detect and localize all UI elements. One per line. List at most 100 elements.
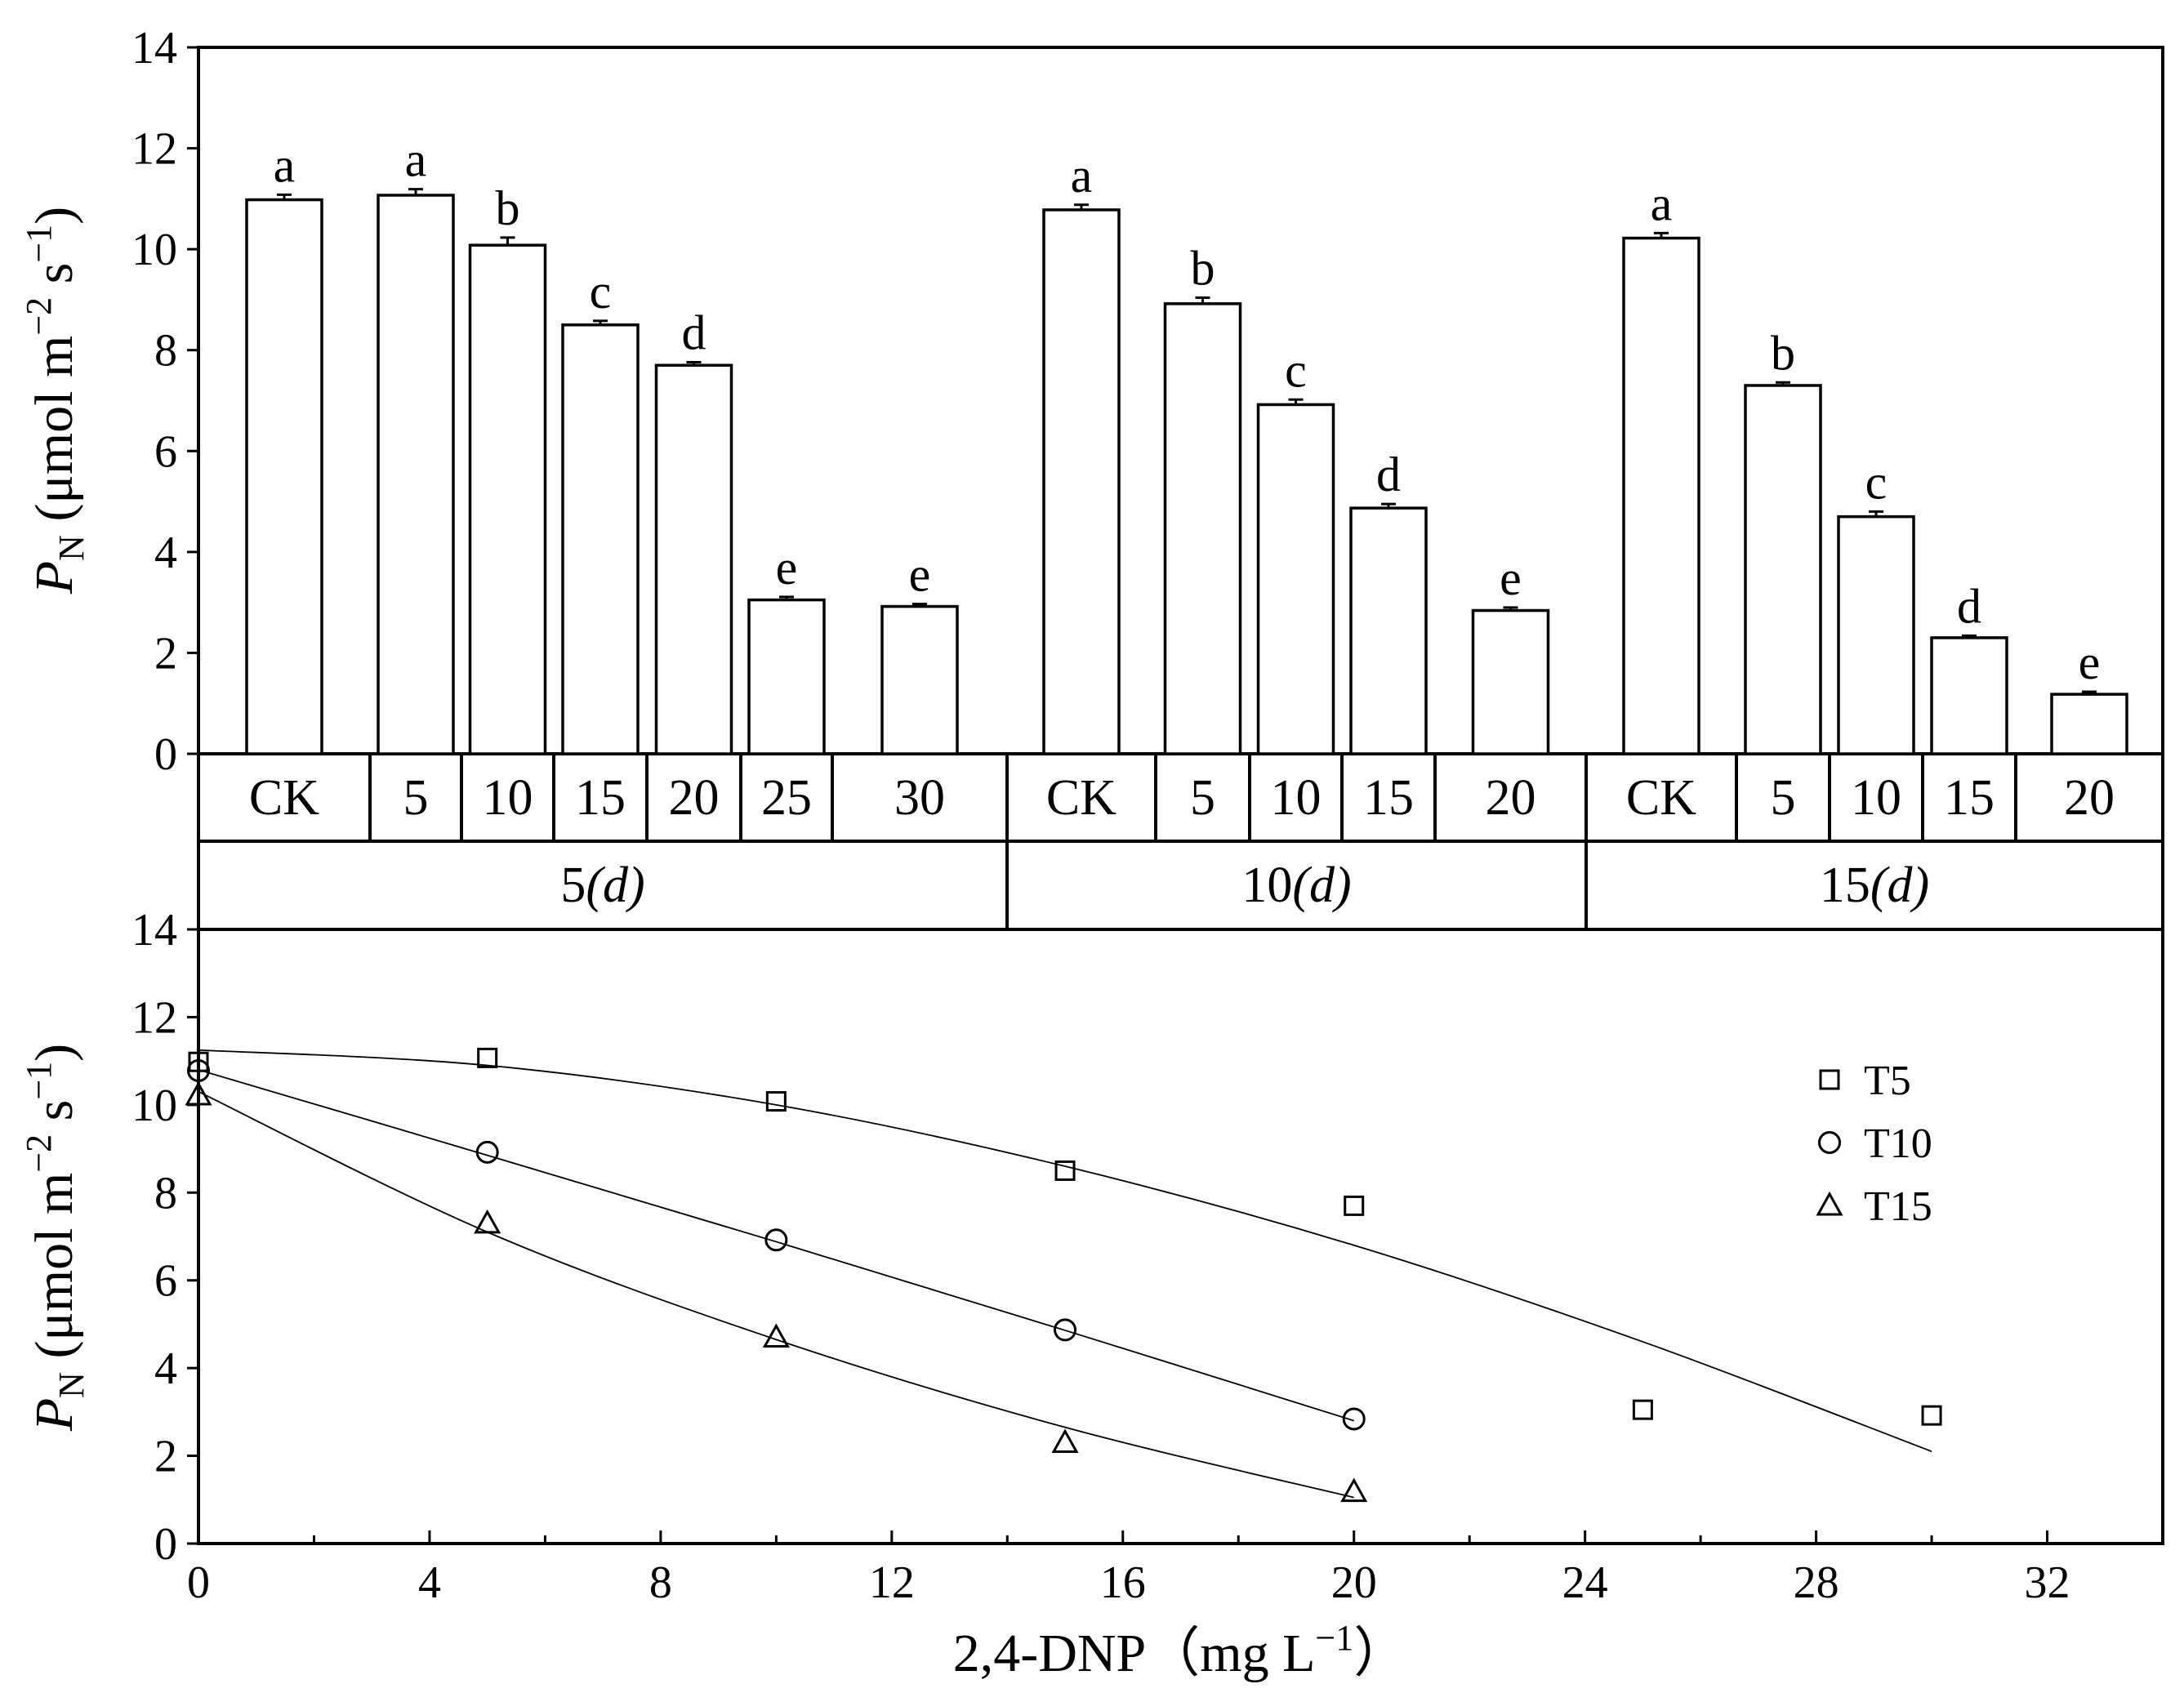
- scatter-x-tick-label: 12: [869, 1557, 915, 1608]
- point-t10: [1342, 1407, 1366, 1431]
- bar-y-tick-label: 14: [131, 23, 177, 74]
- scatter-x-tick-label: 4: [418, 1557, 441, 1608]
- bar: [245, 198, 323, 755]
- y-title-subscript: N: [51, 1372, 91, 1398]
- bar: [468, 243, 547, 755]
- point-t10: [187, 1058, 210, 1082]
- bar: [1471, 608, 1550, 755]
- scatter-x-tick-label: 16: [1100, 1557, 1146, 1608]
- bar: [880, 604, 959, 755]
- x-axis-title-text: 2,4-DNP（mg L−1）: [953, 1618, 1408, 1683]
- x-title-close: ）: [1353, 1624, 1407, 1683]
- y-title-units: (μmol m: [25, 336, 84, 535]
- point-t5: [1054, 1160, 1076, 1181]
- scatter-y-tick-label: 4: [154, 1343, 177, 1394]
- x-title-main: 2,4-DNP（mg L: [953, 1624, 1316, 1683]
- significance-letter: d: [1376, 448, 1401, 501]
- legend-label: T10: [1864, 1120, 1932, 1167]
- category-label: 5: [1771, 770, 1796, 826]
- category-label: 5: [1190, 770, 1215, 826]
- y-title-units-close: ): [25, 1044, 84, 1062]
- bar-y-axis: 0 2 4 6 8 10 12 14: [131, 23, 198, 780]
- point-t15: [185, 1080, 212, 1106]
- bar-y-axis-title: PN (μmol m−2 s−1): [19, 207, 91, 595]
- day-value: 10: [1241, 858, 1292, 913]
- point-t10: [1054, 1318, 1077, 1342]
- category-label: CK: [1626, 770, 1696, 826]
- day-group-label: 5(d): [560, 858, 644, 913]
- scatter-plot-frame: [197, 928, 2164, 1545]
- category-label: 5: [403, 770, 429, 826]
- legend-label: T5: [1864, 1058, 1911, 1104]
- bar: [654, 363, 733, 755]
- point-t15: [1340, 1477, 1368, 1503]
- significance-letter: c: [1865, 455, 1888, 509]
- y-title-exponent: −2: [19, 297, 59, 336]
- significance-letter: a: [1071, 149, 1093, 203]
- point-t15: [474, 1209, 501, 1234]
- significance-letter: e: [776, 541, 798, 595]
- point-t5: [477, 1047, 498, 1068]
- point-t5: [765, 1091, 787, 1112]
- bar: [1622, 236, 1700, 755]
- y-title-symbol: P: [25, 1398, 84, 1432]
- scatter-x-tick-label: 0: [187, 1557, 210, 1608]
- y-title-exponent: −1: [19, 225, 59, 263]
- significance-letter: d: [682, 306, 706, 360]
- category-label: 15: [1363, 770, 1414, 826]
- day-group-label: 15(d): [1820, 858, 1929, 913]
- legend-marker-t5: [1819, 1069, 1840, 1090]
- legend-marker-t15: [1816, 1191, 1843, 1216]
- bar: [1744, 384, 1822, 755]
- significance-letter: b: [1771, 326, 1795, 380]
- significance-letter: c: [1285, 343, 1307, 397]
- significance-letter: e: [909, 547, 931, 601]
- bar-chart-panel: 0 2 4 6 8 10 12 14 a a b c d e e a b c d e a b c d e CK 5 10 15 20 2…: [19, 23, 2164, 929]
- scatter-y-axis-title: PN (μmol m−2 s−1): [19, 1044, 91, 1432]
- significance-letter: a: [274, 138, 296, 192]
- day-unit: (d): [1870, 858, 1929, 913]
- legend: T5 T10 T15: [1816, 1058, 1932, 1230]
- bar: [2050, 693, 2128, 755]
- bar-y-tick-label: 8: [154, 326, 177, 376]
- bar: [561, 323, 640, 755]
- significance-letter: a: [1651, 176, 1673, 230]
- point-t15: [762, 1323, 790, 1348]
- point-t5: [1921, 1405, 1942, 1426]
- category-label: 10: [1851, 770, 1901, 826]
- significance-letter: a: [405, 133, 427, 187]
- day-group-label: 10(d): [1241, 858, 1351, 913]
- fit-curve-t10: [198, 1069, 1354, 1422]
- legend-marker-t10: [1818, 1131, 1841, 1154]
- day-unit: (d): [586, 858, 644, 913]
- scatter-x-axis-title: 2,4-DNP（mg L−1）: [953, 1618, 1408, 1683]
- significance-letter: d: [1957, 579, 1981, 633]
- point-t10: [764, 1228, 788, 1252]
- y-axis-title-text: PN (μmol m−2 s−1): [19, 207, 91, 595]
- significance-letter: b: [496, 181, 520, 235]
- category-label: 30: [894, 770, 945, 826]
- scatter-x-tick-label: 20: [1331, 1557, 1377, 1608]
- y-title-symbol: P: [25, 561, 84, 595]
- y-title-exponent: −2: [19, 1134, 59, 1173]
- scatter-x-tick-label: 28: [1794, 1557, 1839, 1608]
- fit-curve-t15: [198, 1090, 1354, 1499]
- day-value: 5: [560, 858, 586, 913]
- scatter-y-tick-label: 10: [131, 1080, 177, 1131]
- scatter-x-tick-label: 8: [649, 1557, 672, 1608]
- y-title-units-mid: s: [25, 263, 84, 297]
- bar-y-tick-label: 12: [131, 124, 177, 175]
- bar-y-tick-label: 2: [154, 628, 177, 679]
- bar: [377, 194, 455, 755]
- x-title-exponent: −1: [1315, 1618, 1353, 1658]
- significance-letter: b: [1191, 241, 1215, 295]
- point-t15: [1051, 1428, 1079, 1453]
- y-title-exponent: −1: [19, 1062, 59, 1100]
- category-label: 10: [1271, 770, 1322, 826]
- y-title-subscript: N: [51, 535, 91, 561]
- bar: [747, 598, 826, 755]
- category-label: 20: [669, 770, 720, 826]
